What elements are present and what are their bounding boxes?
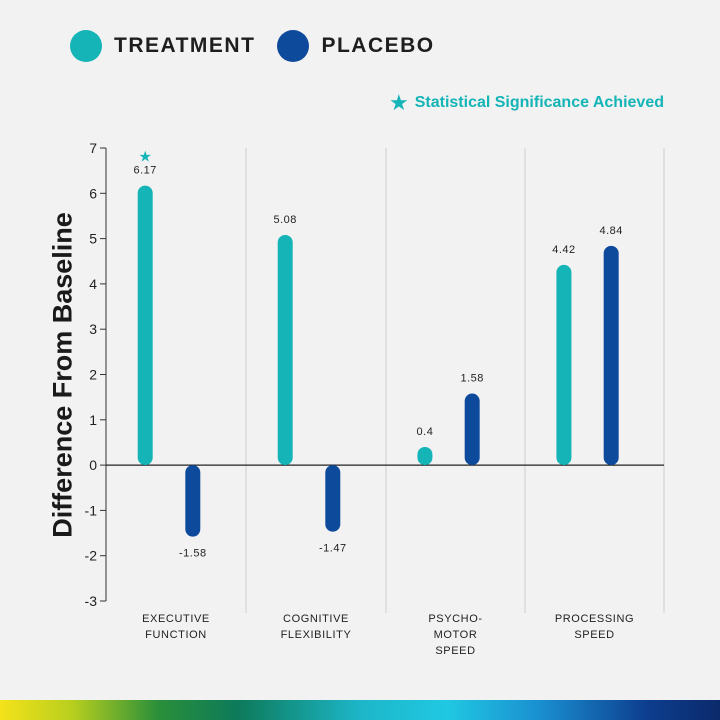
- bar-treatment: [417, 446, 433, 466]
- y-tick-label: 1: [89, 412, 97, 428]
- category-label: PROCESSING: [555, 613, 634, 625]
- category-label: MOTOR: [434, 629, 478, 641]
- category-label: EXECUTIVE: [142, 613, 210, 625]
- star-icon: ★: [388, 90, 409, 115]
- significance-note: ★ Statistical Significance Achieved: [389, 92, 664, 114]
- data-label: 4.42: [552, 244, 575, 256]
- legend: TREATMENT PLACEBO: [70, 30, 457, 62]
- data-label: 5.08: [273, 214, 296, 226]
- y-tick-label: -3: [85, 593, 98, 609]
- category-label: COGNITIVE: [283, 613, 349, 625]
- bar-treatment: [556, 264, 572, 466]
- data-label: 4.84: [599, 225, 622, 237]
- category-label: SPEED: [435, 645, 475, 657]
- y-tick-label: 0: [89, 457, 97, 473]
- bar-placebo: [325, 465, 341, 532]
- data-label: 1.58: [460, 373, 483, 385]
- significance-label: Statistical Significance Achieved: [414, 94, 664, 111]
- significance-star-icon: ★: [138, 148, 151, 166]
- legend-item-treatment: TREATMENT: [70, 30, 255, 62]
- category-label: FUNCTION: [145, 629, 207, 641]
- y-tick-label: -1: [85, 502, 98, 518]
- data-label: -1.47: [319, 543, 347, 555]
- legend-item-placebo: PLACEBO: [277, 30, 434, 62]
- y-tick-label: 2: [89, 367, 97, 383]
- bar-placebo: [603, 245, 619, 466]
- y-tick-label: 5: [89, 231, 97, 247]
- legend-label-placebo: PLACEBO: [321, 34, 435, 57]
- category-label: FLEXIBILITY: [281, 629, 352, 641]
- category-label: SPEED: [574, 629, 614, 641]
- gradient-footer-bar: [0, 700, 720, 720]
- category-label: PSYCHO-: [428, 613, 482, 625]
- y-tick-label: 7: [89, 140, 97, 156]
- legend-label-treatment: TREATMENT: [114, 34, 256, 57]
- bar-placebo: [464, 393, 480, 466]
- bar-treatment: [277, 234, 293, 466]
- legend-swatch-treatment: [70, 30, 102, 62]
- y-tick-label: -2: [85, 548, 98, 564]
- bar-treatment: [137, 185, 153, 466]
- y-tick-label: 4: [89, 276, 97, 292]
- data-label: -1.58: [179, 548, 207, 560]
- y-tick-label: 6: [89, 185, 97, 201]
- data-label: 6.17: [133, 165, 156, 177]
- bar-placebo: [185, 465, 201, 537]
- y-tick-label: 3: [89, 321, 97, 337]
- legend-swatch-placebo: [277, 30, 310, 62]
- data-label: 0.4: [417, 426, 434, 438]
